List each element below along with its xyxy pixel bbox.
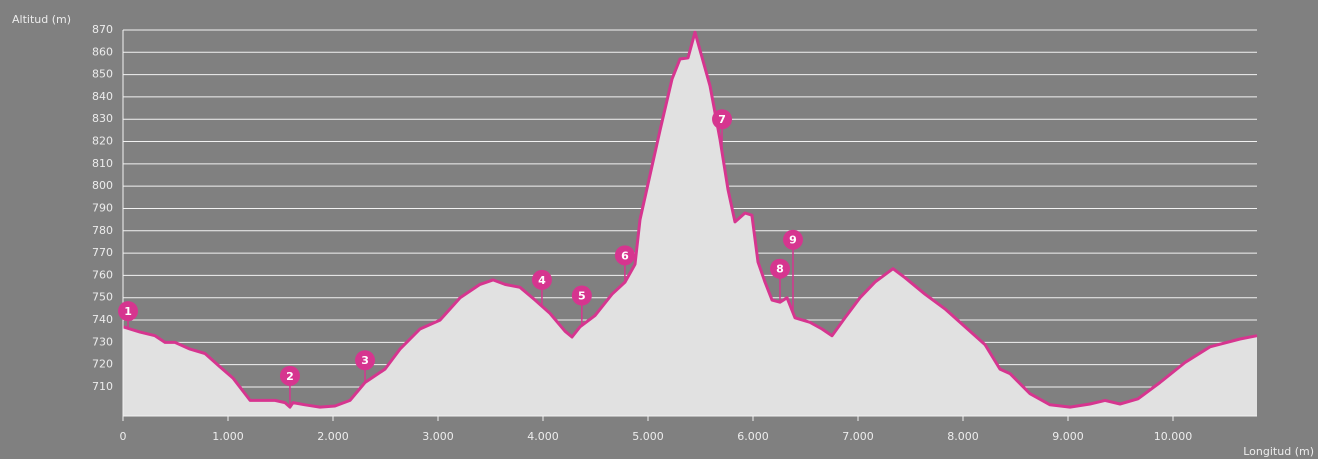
y-tick-label: 770	[92, 246, 113, 259]
x-tick-label: 3.000	[422, 430, 454, 443]
x-tick-label: 2.000	[317, 430, 349, 443]
y-tick-label: 850	[92, 68, 113, 81]
y-tick-label: 720	[92, 358, 113, 371]
marker-label: 3	[361, 354, 369, 367]
y-axis-label: Altitud (m)	[12, 13, 71, 26]
marker-circle	[279, 365, 300, 386]
marker-circle	[355, 350, 376, 371]
y-tick-label: 860	[92, 45, 113, 58]
x-tick-label: 8.000	[947, 430, 979, 443]
x-tick-label: 6.000	[737, 430, 769, 443]
y-tick-label: 870	[92, 23, 113, 36]
marker-circle	[531, 269, 552, 290]
x-tick-label: 10.000	[1154, 430, 1193, 443]
marker-label: 1	[124, 305, 132, 318]
x-tick-label: 9.000	[1052, 430, 1084, 443]
x-tick-label: 5.000	[632, 430, 664, 443]
x-tick-label: 4.000	[527, 430, 559, 443]
y-tick-label: 810	[92, 157, 113, 170]
area	[123, 32, 1257, 416]
marker-circle	[571, 285, 592, 306]
y-tick-label: 780	[92, 224, 113, 237]
marker-circle	[614, 245, 635, 266]
y-tick-label: 790	[92, 201, 113, 214]
marker-circle	[712, 109, 733, 130]
y-tick-label: 800	[92, 179, 113, 192]
marker-label: 8	[776, 263, 784, 276]
marker-label: 4	[538, 274, 546, 287]
marker-circle	[783, 229, 804, 250]
y-tick-label: 820	[92, 135, 113, 148]
marker-circle	[118, 301, 139, 322]
marker-label: 6	[621, 249, 629, 262]
marker-label: 5	[578, 290, 586, 303]
x-axis-label: Longitud (m)	[1243, 445, 1314, 458]
x-tick-label: 7.000	[842, 430, 874, 443]
marker-label: 9	[789, 234, 797, 247]
y-tick-label: 730	[92, 335, 113, 348]
x-tick-label: 0	[120, 430, 127, 443]
y-tick-label: 840	[92, 90, 113, 103]
line	[122, 30, 1258, 409]
marker-circle	[769, 258, 790, 279]
y-tick-label: 760	[92, 268, 113, 281]
y-tick-label: 830	[92, 112, 113, 125]
y-tick-label: 710	[92, 380, 113, 393]
marker-label: 7	[718, 113, 726, 126]
x-tick-label: 1.000	[212, 430, 244, 443]
y-tick-label: 750	[92, 291, 113, 304]
marker-label: 2	[286, 370, 294, 383]
y-tick-label: 740	[92, 313, 113, 326]
